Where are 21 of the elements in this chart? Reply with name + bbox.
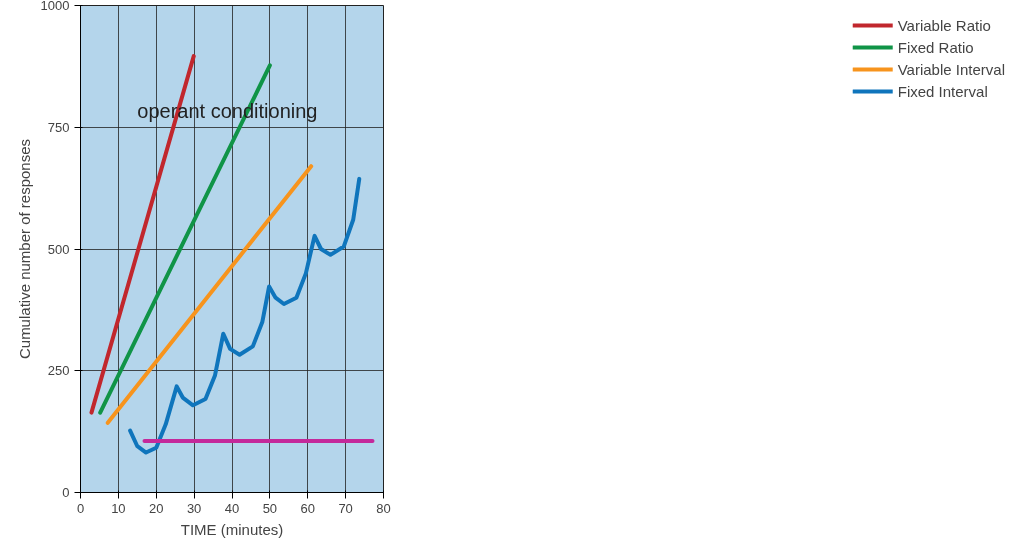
x-tick-label: 70: [338, 500, 353, 516]
x-tick-label: 20: [149, 500, 164, 516]
y-tick-label: 500: [47, 241, 70, 257]
line-series: [128, 176, 362, 455]
legend-label: Variable Interval: [897, 60, 1005, 78]
x-axis-title: TIME (minutes): [180, 520, 284, 538]
x-tick-label: 80: [376, 500, 391, 516]
x-tick-label: 0: [76, 500, 85, 516]
y-tick-label: 0: [62, 485, 70, 500]
x-tick-label: 30: [186, 500, 202, 516]
y-axis-title: Cumulative number of responses: [15, 138, 33, 360]
x-tick-label: 40: [224, 500, 240, 516]
legend-label: Variable Ratio: [897, 16, 991, 34]
y-tick-label: 1000: [40, 0, 70, 13]
x-tick-label: 60: [300, 500, 315, 516]
y-tick-label: 750: [47, 119, 70, 135]
x-tick-label: 50: [262, 500, 278, 516]
legend-label: Fixed Ratio: [897, 38, 974, 56]
y-tick-label: 250: [47, 363, 70, 379]
x-tick-label: 10: [111, 500, 126, 516]
legend-label: Fixed Interval: [897, 82, 988, 100]
